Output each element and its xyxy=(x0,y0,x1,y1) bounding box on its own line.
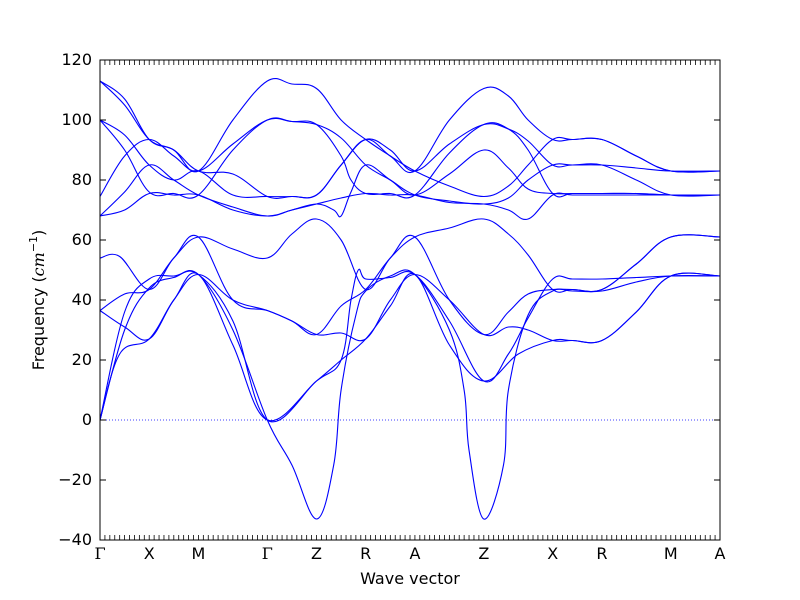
y-axis-ticks: −40 −20 0 20 40 60 80 100 120 xyxy=(58,50,720,549)
x-tick-label: Γ xyxy=(94,544,105,563)
x-tick-label: R xyxy=(360,544,371,563)
y-tick-label: −20 xyxy=(58,470,92,489)
x-tick-label: M xyxy=(664,544,678,563)
y-tick-label: 120 xyxy=(61,50,92,69)
x-tick-label: A xyxy=(715,544,726,563)
x-axis-label: Wave vector xyxy=(360,569,460,588)
x-tick-label: Γ xyxy=(262,544,273,563)
y-tick-label: 40 xyxy=(72,290,92,309)
band-line-10 xyxy=(99,117,721,199)
x-tick-label: R xyxy=(596,544,607,563)
x-tick-label: X xyxy=(144,544,155,563)
band-line-3 xyxy=(99,268,721,423)
y-axis-unit: cm xyxy=(29,252,48,276)
band-line-2 xyxy=(99,269,721,520)
band-line-6 xyxy=(99,218,721,293)
y-tick-label: 0 xyxy=(82,410,92,429)
x-tick-label: A xyxy=(409,544,420,563)
y-axis-label: Frequency (cm−1) xyxy=(27,230,48,371)
band-lines xyxy=(99,77,721,520)
plot-frame xyxy=(99,59,721,541)
y-tick-label: 100 xyxy=(61,110,92,129)
band-line-4 xyxy=(99,272,721,344)
x-tick-label: Z xyxy=(478,544,489,563)
band-line-1 xyxy=(99,272,721,422)
y-tick-label: 80 xyxy=(72,170,92,189)
y-tick-label: 20 xyxy=(72,350,92,369)
x-tick-label: Z xyxy=(311,544,322,563)
y-tick-label: −40 xyxy=(58,530,92,549)
band-line-9 xyxy=(99,117,721,199)
y-tick-label: 60 xyxy=(72,230,92,249)
x-tick-label: M xyxy=(192,544,206,563)
y-axis-unit-exponent: −1 xyxy=(27,236,40,252)
band-line-11 xyxy=(99,119,721,199)
y-axis-label-text: Frequency ( xyxy=(29,276,48,370)
band-line-13 xyxy=(99,77,721,174)
band-line-7 xyxy=(99,192,720,221)
x-tick-label: X xyxy=(547,544,558,563)
band-line-12 xyxy=(99,80,721,199)
y-axis-label-close: ) xyxy=(29,230,48,236)
